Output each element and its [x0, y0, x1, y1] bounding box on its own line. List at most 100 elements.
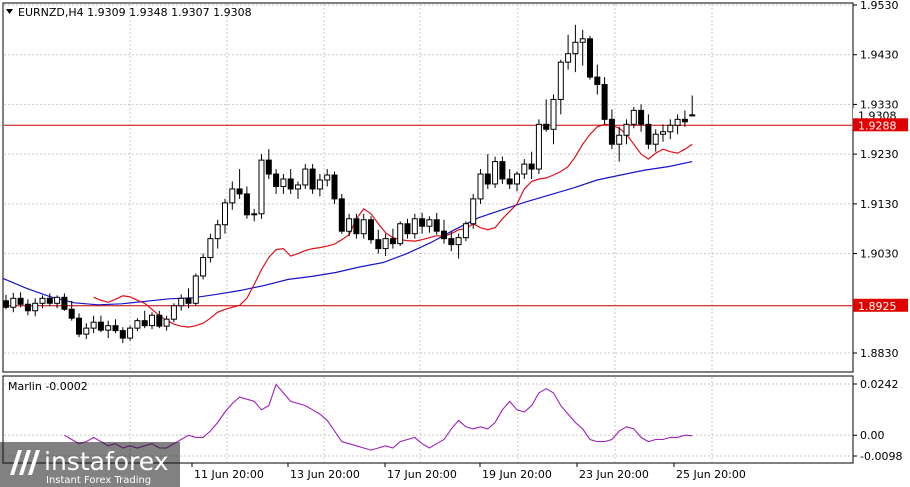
candle: [353, 213, 360, 239]
candle: [243, 186, 250, 219]
candle: [521, 159, 528, 179]
price-tick-label: 1.8830: [860, 347, 899, 360]
candle: [265, 149, 272, 179]
candle: [61, 293, 68, 311]
level-price-label: 1.8925: [858, 300, 897, 313]
indicator-tick-label: -0.0098: [860, 450, 902, 463]
candle: [587, 35, 593, 80]
candle: [375, 229, 382, 254]
candle: [200, 253, 207, 280]
level-price-tag: [853, 298, 908, 312]
time-axis: 11 Jun 20:00 13 Jun 20:00 17 Jun 20:00 19 J…: [191, 463, 746, 481]
candle: [492, 156, 499, 188]
candle: [638, 104, 645, 132]
candle: [68, 300, 75, 321]
price-panel: [2, 2, 854, 373]
candle: [543, 99, 550, 132]
candle: [54, 295, 61, 309]
candle: [514, 171, 520, 192]
candle: [426, 216, 433, 233]
candle: [681, 110, 688, 127]
candle: [10, 292, 17, 313]
candle: [557, 59, 564, 115]
symbol-dropdown-icon[interactable]: [6, 9, 13, 14]
candle: [90, 315, 97, 334]
indicator-axis: 0.0242 0.00 -0.0098: [853, 378, 902, 463]
candle: [83, 323, 90, 340]
candle: [397, 221, 404, 247]
time-tick-label: 25 Jun 20:00: [676, 468, 746, 481]
candle: [346, 213, 353, 237]
level-price-label: 1.9288: [858, 119, 897, 132]
candle: [484, 154, 491, 189]
candle: [331, 171, 338, 204]
price-tick-label: 1.9230: [860, 148, 899, 161]
candle: [689, 95, 696, 117]
candle: [39, 295, 46, 309]
candle: [149, 312, 155, 330]
price-tick-label: 1.9530: [860, 0, 899, 12]
candle: [477, 169, 484, 204]
candle: [163, 315, 170, 331]
candle: [17, 292, 24, 308]
candle: [506, 169, 513, 189]
candle: [660, 124, 666, 142]
candle: [178, 294, 185, 311]
candle: [119, 327, 126, 344]
candle: [616, 126, 623, 162]
indicator-panel: [2, 375, 854, 464]
candle: [76, 313, 82, 338]
candle: [258, 154, 265, 219]
candle: [499, 156, 506, 184]
price-tick-label: 1.9330: [860, 98, 899, 111]
candle: [97, 315, 104, 333]
candle: [601, 77, 608, 125]
candle: [528, 151, 535, 179]
candle: [535, 119, 542, 175]
symbol-header: EURNZD,H4 1.9309 1.9348 1.9307 1.9308: [18, 6, 252, 19]
current-price-tag: [853, 108, 908, 122]
candle: [594, 64, 601, 95]
candle: [382, 233, 389, 257]
candle: [251, 208, 258, 222]
candle: [127, 325, 134, 341]
indicator-tick-label: 0.0242: [860, 378, 899, 391]
candle: [141, 310, 148, 329]
time-tick-label: 23 Jun 20:00: [579, 468, 649, 481]
candle: [3, 294, 9, 310]
time-tick-label: 19 Jun 20:00: [482, 468, 552, 481]
candle: [134, 318, 141, 332]
candle: [32, 298, 39, 317]
price-tick-label: 1.9430: [860, 49, 899, 62]
indicator-tick-label: 0.00: [860, 429, 885, 442]
price-axis: 1.9530 1.9430 1.9330 1.9230 1.9130 1.9030 1.88…: [853, 0, 908, 360]
candle: [273, 169, 280, 194]
candle: [404, 218, 411, 239]
candle: [207, 233, 214, 263]
horizontal-levels: [4, 124, 852, 307]
candle: [550, 94, 557, 145]
candle: [360, 213, 367, 239]
candle: [222, 198, 228, 234]
candle: [572, 24, 579, 73]
time-tick-label: 17 Jun 20:00: [387, 468, 457, 481]
candle: [565, 34, 572, 70]
candle: [608, 109, 615, 150]
candle: [316, 174, 323, 197]
candle: [192, 273, 199, 306]
candle: [229, 181, 236, 210]
candle: [623, 119, 630, 145]
candle: [667, 119, 674, 140]
candle: [448, 231, 455, 252]
candle: [46, 293, 53, 306]
logo-brand: instaforex: [44, 447, 169, 476]
candle: [287, 169, 294, 194]
candle: [652, 129, 659, 152]
candle: [24, 299, 31, 316]
candle: [324, 169, 331, 187]
candle: [156, 310, 163, 329]
candle: [309, 164, 316, 194]
candle: [170, 303, 177, 323]
